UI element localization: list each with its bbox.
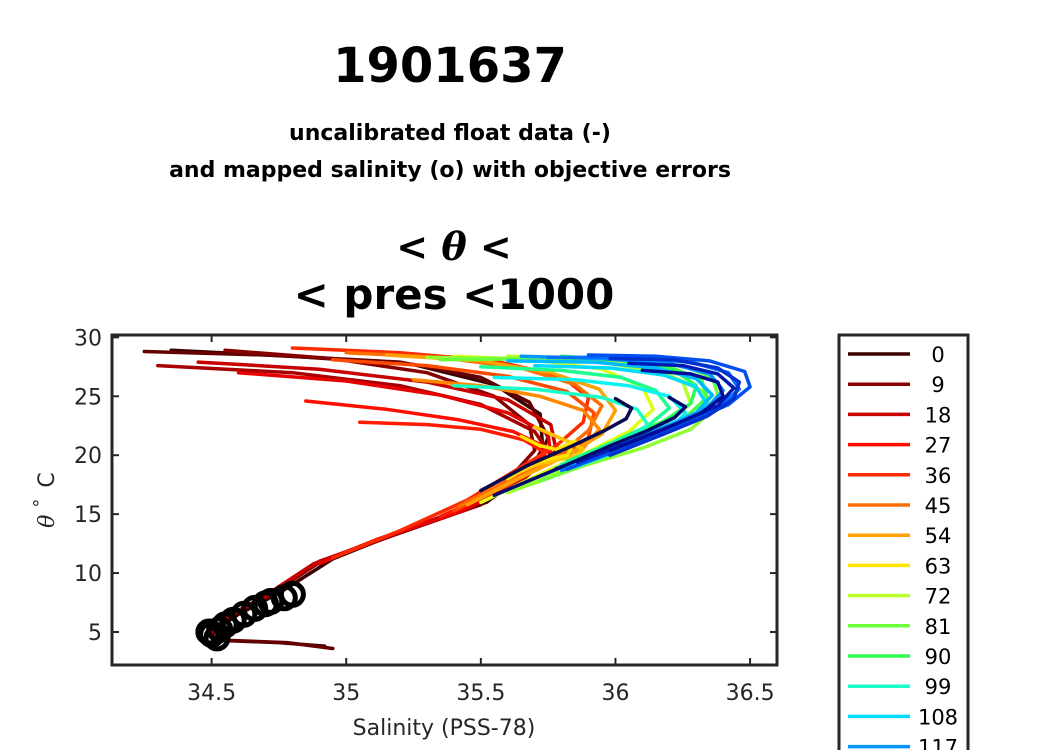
x-tick-label-3: 36 bbox=[601, 681, 629, 706]
legend-label-3: 27 bbox=[925, 434, 952, 458]
theta-range-left: < bbox=[396, 225, 429, 269]
y-axis-label-symbol: θ bbox=[35, 515, 60, 528]
profile-line-12 bbox=[384, 353, 618, 507]
mapped-point-9 bbox=[278, 580, 306, 608]
profile-line-13 bbox=[506, 425, 585, 479]
x-tick-label-0: 34.5 bbox=[187, 681, 236, 706]
x-tick-label-4: 36.5 bbox=[726, 681, 775, 706]
chart-subtitle-line-2: and mapped salinity (o) with objective e… bbox=[169, 158, 731, 183]
legend-label-13: 117 bbox=[918, 736, 958, 750]
mapped-point-11 bbox=[206, 616, 234, 644]
legend-label-6: 54 bbox=[925, 524, 952, 548]
chart-title: 1901637 bbox=[333, 38, 567, 94]
profile-line-32 bbox=[492, 395, 688, 498]
legend-label-0: 0 bbox=[931, 343, 944, 367]
y-tick-label-0: 5 bbox=[88, 621, 102, 646]
y-tick-label-1: 10 bbox=[74, 562, 102, 587]
mapped-salinity-markers bbox=[195, 580, 306, 652]
legend: 0 9 18 27 36 45 54 63 72 81 90 99 108 117 bbox=[837, 333, 970, 750]
x-axis-label: Salinity (PSS-78) bbox=[353, 716, 536, 741]
legend-label-7: 63 bbox=[925, 554, 952, 578]
legend-label-4: 36 bbox=[925, 464, 952, 488]
profile-line-31 bbox=[608, 368, 725, 453]
y-tick-label-2: 15 bbox=[74, 503, 102, 528]
profile-line-33 bbox=[479, 396, 634, 493]
y-axis-label-unit: C bbox=[35, 472, 60, 487]
y-axis-label: θ ° C bbox=[27, 472, 60, 528]
theta-range-label: < θ < bbox=[0, 224, 908, 269]
legend-label-12: 108 bbox=[918, 705, 958, 729]
legend-label-9: 81 bbox=[925, 615, 952, 639]
theta-range-right: < bbox=[479, 225, 512, 269]
plot-frame bbox=[110, 333, 779, 667]
y-tick-label-5: 30 bbox=[74, 326, 102, 351]
x-axis: 34.5 35 35.5 36 36.5 bbox=[187, 335, 775, 706]
profile-line-21 bbox=[479, 365, 672, 467]
y-axis: 5 10 15 20 25 30 bbox=[74, 326, 777, 646]
legend-label-8: 72 bbox=[925, 585, 952, 609]
legend-label-10: 90 bbox=[925, 645, 952, 669]
profile-lines bbox=[142, 346, 752, 651]
pressure-range-label: < pres <1000 bbox=[293, 270, 615, 319]
legend-label-5: 45 bbox=[925, 494, 952, 518]
legend-label-11: 99 bbox=[925, 675, 952, 699]
y-tick-label-3: 20 bbox=[74, 444, 102, 469]
y-tick-label-4: 25 bbox=[74, 385, 102, 410]
profile-line-28 bbox=[565, 353, 752, 472]
x-tick-label-2: 35.5 bbox=[456, 681, 505, 706]
legend-label-2: 18 bbox=[925, 403, 952, 427]
profile-line-29 bbox=[608, 356, 742, 457]
x-tick-label-1: 35 bbox=[332, 681, 360, 706]
legend-box bbox=[837, 333, 970, 750]
y-axis-label-degree: ° bbox=[30, 499, 51, 508]
theta-range-symbol: θ bbox=[441, 224, 467, 269]
profile-line-5 bbox=[236, 370, 553, 566]
chart-subtitle-line-1: uncalibrated float data (-) bbox=[289, 121, 611, 146]
legend-label-1: 9 bbox=[931, 373, 944, 397]
